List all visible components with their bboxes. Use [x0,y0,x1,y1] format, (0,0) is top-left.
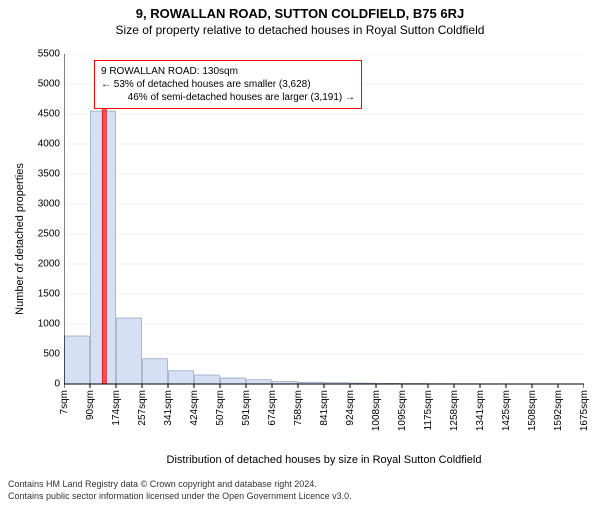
y-tick-label: 500 [20,349,60,360]
x-tick-label: 841sqm [319,390,330,426]
x-tick-label: 424sqm [189,390,200,426]
x-tick-label: 674sqm [267,390,278,426]
y-tick-label: 0 [20,379,60,390]
annotation-line: 9 ROWALLAN ROAD: 130sqm [101,65,355,78]
y-axis-label: Number of detached properties [14,0,30,54]
x-tick-label: 257sqm [137,390,148,426]
x-tick-label: 924sqm [345,390,356,426]
x-tick-label: 1258sqm [449,390,460,431]
chart-area: 0500100015002000250030003500400045005000… [64,54,584,424]
x-tick-label: 341sqm [163,390,174,426]
y-tick-label: 5500 [20,49,60,60]
y-tick-label: 4500 [20,109,60,120]
x-tick-label: 7sqm [59,390,70,414]
annotation-line: 46% of semi-detached houses are larger (… [101,91,355,104]
x-tick-label: 174sqm [111,390,122,426]
y-tick-label: 2000 [20,259,60,270]
y-tick-label: 3500 [20,169,60,180]
x-tick-label: 591sqm [241,390,252,426]
footer-line-1: Contains HM Land Registry data © Crown c… [8,478,352,490]
y-tick-label: 1500 [20,289,60,300]
x-tick-label: 1425sqm [501,390,512,431]
footer-line-2: Contains public sector information licen… [8,490,352,502]
y-tick-label: 2500 [20,229,60,240]
histogram-plot [64,54,584,424]
page-title: 9, ROWALLAN ROAD, SUTTON COLDFIELD, B75 … [0,6,600,21]
y-tick-label: 3000 [20,199,60,210]
x-tick-label: 1675sqm [579,390,590,431]
x-tick-label: 758sqm [293,390,304,426]
x-tick-label: 1095sqm [397,390,408,431]
y-tick-label: 1000 [20,319,60,330]
x-tick-label: 1341sqm [475,390,486,431]
x-tick-label: 1008sqm [371,390,382,431]
footer-attribution: Contains HM Land Registry data © Crown c… [8,478,352,502]
y-tick-label: 4000 [20,139,60,150]
annotation-box: 9 ROWALLAN ROAD: 130sqm← 53% of detached… [94,60,362,109]
y-tick-label: 5000 [20,79,60,90]
x-tick-label: 507sqm [215,390,226,426]
x-axis-label: Distribution of detached houses by size … [64,454,584,466]
page-subtitle: Size of property relative to detached ho… [0,23,600,37]
annotation-line: ← 53% of detached houses are smaller (3,… [101,78,355,91]
x-tick-label: 1508sqm [527,390,538,431]
x-tick-label: 1592sqm [553,390,564,431]
x-tick-label: 1175sqm [423,390,434,430]
x-tick-label: 90sqm [85,390,96,420]
